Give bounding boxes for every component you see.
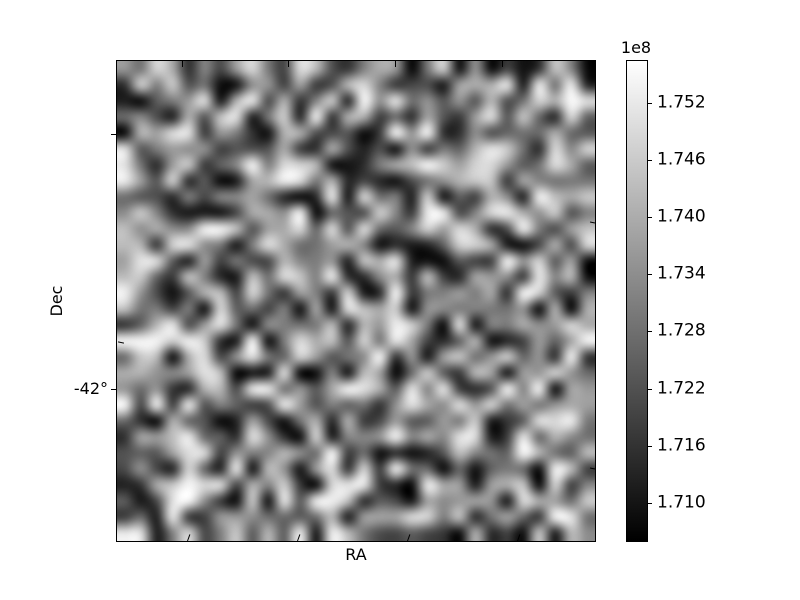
top-axis-tick (395, 61, 396, 67)
left-axis-tick (111, 389, 116, 390)
colorbar-scale-label: 1e8 (620, 38, 652, 57)
colorbar-gradient (627, 61, 647, 541)
plot-area (111, 60, 596, 542)
colorbar-tick-label: 1.722 (657, 378, 706, 399)
y-tick-label-dec: -42° (73, 379, 108, 398)
colorbar-tick-label: 1.734 (657, 263, 706, 284)
top-axis-tick (502, 61, 503, 67)
colorbar-tick-mark (647, 331, 652, 332)
colorbar-tick-label: 1.752 (657, 92, 706, 113)
colorbar-tick-label: 1.728 (657, 320, 706, 341)
colorbar-tick-label: 1.740 (657, 206, 706, 227)
top-axis-tick (288, 61, 289, 67)
colorbar: 1.752 1.746 1.740 1.734 1.728 1.722 1.716 1.710 (626, 60, 706, 542)
heatmap-image (117, 61, 595, 541)
top-axis-tick (182, 61, 183, 67)
colorbar-tick-label: 1.710 (657, 492, 706, 513)
colorbar-tick-mark (647, 217, 652, 218)
colorbar-tick-mark (647, 103, 652, 104)
colorbar-tick-mark (647, 274, 652, 275)
x-axis-label: RA (345, 545, 367, 564)
colorbar-tick-label: 1.716 (657, 435, 706, 456)
colorbar-tick-mark (647, 503, 652, 504)
colorbar-tick-mark (647, 446, 652, 447)
colorbar-tick-label: 1.746 (657, 149, 706, 170)
colorbar-tick-mark (647, 389, 652, 390)
y-axis-label: Dec (47, 285, 66, 317)
left-axis-tick (111, 134, 116, 135)
colorbar-tick-mark (647, 160, 652, 161)
